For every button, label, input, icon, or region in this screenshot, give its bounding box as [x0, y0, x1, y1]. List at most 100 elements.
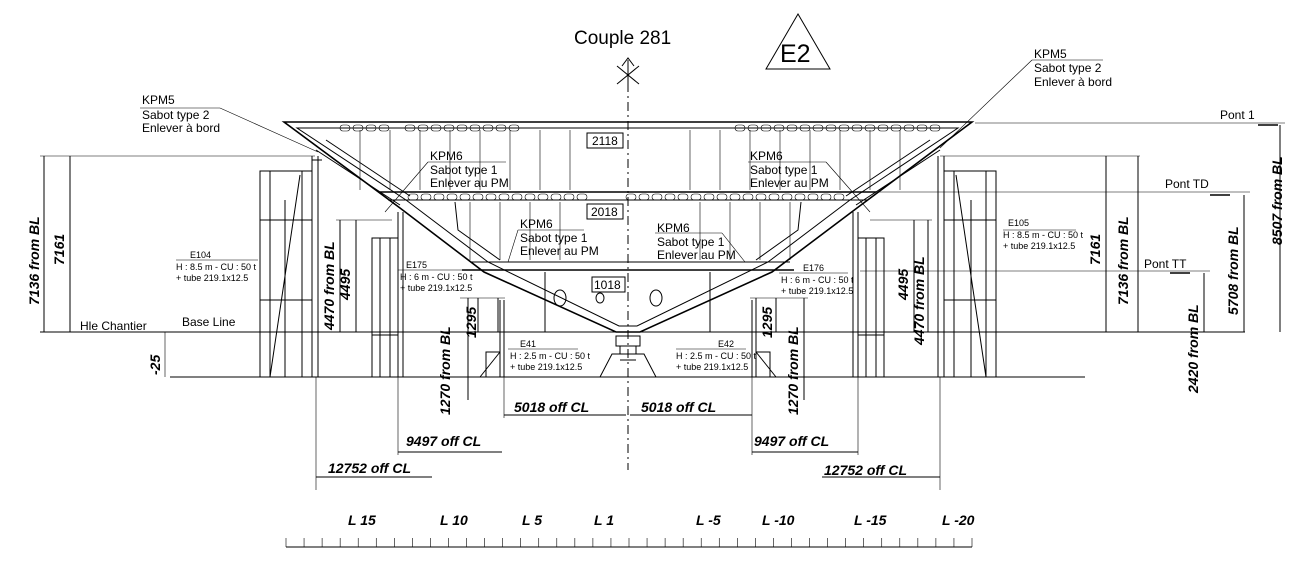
svg-text:+ tube 219.1x12.5: + tube 219.1x12.5	[510, 362, 582, 372]
svg-text:Sabot type 1: Sabot type 1	[750, 163, 818, 177]
deck-hole	[664, 193, 676, 201]
tower-e175	[371, 212, 404, 378]
svg-text:E105: E105	[1008, 218, 1029, 228]
svg-text:Sabot type 2: Sabot type 2	[1034, 61, 1102, 75]
deck-hole	[794, 193, 806, 201]
deck-hole	[742, 193, 754, 201]
deck-hole	[498, 193, 510, 201]
deck-hole	[903, 124, 915, 132]
hull-outline	[281, 121, 975, 333]
svg-text:+ tube 219.1x12.5: + tube 219.1x12.5	[1003, 241, 1075, 251]
dim-left-7161: 7161	[51, 234, 67, 265]
web-frames	[359, 130, 901, 260]
svg-text:H : 6 m - CU : 50 t: H : 6 m - CU : 50 t	[781, 275, 854, 285]
tower-e176	[852, 212, 885, 378]
dim-offset-9497-right: 9497 off CL	[754, 433, 829, 449]
deck-hole	[929, 124, 941, 132]
dim-left-4470: 4470 from BL	[321, 241, 337, 331]
deck-hole	[747, 124, 759, 132]
svg-text:H : 8.5 m - CU : 50 t: H : 8.5 m - CU : 50 t	[176, 262, 257, 272]
dim-offset-5018-left: 5018 off CL	[514, 399, 589, 415]
callout-leaders	[140, 59, 1103, 350]
dim-offset-12752-right: 12752 off CL	[824, 462, 907, 478]
svg-text:KPM5: KPM5	[142, 93, 175, 107]
drawing-title: Couple 281	[574, 28, 671, 49]
svg-text:Enlever au PM: Enlever au PM	[750, 176, 829, 190]
deck-hole	[407, 193, 419, 201]
deck-hole	[511, 193, 523, 201]
deck-hole	[807, 193, 819, 201]
deck-hole	[404, 124, 416, 132]
svg-text:Sabot type 1: Sabot type 1	[520, 231, 588, 245]
deck-hole	[851, 124, 863, 132]
deck-lightening-holes	[339, 124, 941, 201]
callout-e105: E105 H : 8.5 m - CU : 50 t + tube 219.1x…	[1003, 218, 1084, 251]
deck-hole	[482, 124, 494, 132]
deck-hole	[430, 124, 442, 132]
hull-bracing	[315, 139, 941, 332]
deck-hole	[729, 193, 741, 201]
dim-left-7136: 7136 from BL	[26, 216, 42, 305]
svg-text:Enlever à bord: Enlever à bord	[142, 121, 220, 135]
svg-text:E42: E42	[718, 339, 734, 349]
deck-hole	[459, 193, 471, 201]
deck-hole	[773, 124, 785, 132]
deck-hole	[433, 193, 445, 201]
centerline-symbol	[616, 57, 640, 92]
scale-label-lm10: L -10	[762, 512, 795, 528]
scale-label-lm20: L -20	[942, 512, 975, 528]
dim-right-4495: 4495	[895, 269, 911, 301]
deck-hole	[365, 124, 377, 132]
svg-text:H : 6 m - CU : 50 t: H : 6 m - CU : 50 t	[400, 272, 473, 282]
dim-right-2420: 2420 from BL	[1185, 304, 1201, 394]
vertical-dimensions-right	[750, 125, 1281, 400]
deck-hole	[799, 124, 811, 132]
offset-dimension-lines	[315, 377, 941, 490]
svg-text:E41: E41	[520, 339, 536, 349]
svg-text:E175: E175	[406, 260, 427, 270]
deck-hole	[420, 193, 432, 201]
deck-hole	[576, 193, 588, 201]
svg-text:Enlever au PM: Enlever au PM	[520, 244, 599, 258]
svg-text:+ tube 219.1x12.5: + tube 219.1x12.5	[676, 362, 748, 372]
deck-hole	[755, 193, 767, 201]
deck-hole	[786, 124, 798, 132]
label-hle-chantier: Hle Chantier	[80, 319, 147, 333]
deck-hole	[508, 124, 520, 132]
deck-hole	[690, 193, 702, 201]
deck-hole	[768, 193, 780, 201]
deck-hole	[625, 193, 637, 201]
scale-label-l10: L 10	[440, 512, 468, 528]
dim-offset-9497-left: 9497 off CL	[406, 433, 481, 449]
svg-text:H : 2.5 m - CU : 50 t: H : 2.5 m - CU : 50 t	[676, 351, 757, 361]
svg-text:2018: 2018	[591, 205, 618, 219]
deck-hole	[890, 124, 902, 132]
deck-hole	[638, 193, 650, 201]
deck-hole	[456, 124, 468, 132]
deck-hole	[825, 124, 837, 132]
scale-label-lm15: L -15	[854, 512, 887, 528]
label-base-line: Base Line	[182, 315, 236, 329]
frame-box-2118: 2118	[586, 132, 624, 149]
scale-label-l15: L 15	[348, 512, 376, 528]
deck-hole	[339, 124, 351, 132]
dim-left-1270: 1270 from BL	[437, 326, 453, 415]
dim-offset-12752-left: 12752 off CL	[328, 460, 411, 476]
dim-right-5708: 5708 from BL	[1225, 226, 1241, 315]
deck-hole	[812, 124, 824, 132]
svg-text:KPM5: KPM5	[1034, 47, 1067, 61]
svg-text:Enlever au PM: Enlever au PM	[657, 248, 736, 262]
deck-hole	[781, 193, 793, 201]
svg-text:KPM6: KPM6	[657, 221, 690, 235]
stand-e41	[479, 300, 505, 378]
deck-hole	[469, 124, 481, 132]
label-pont-tt: Pont TT	[1144, 257, 1187, 271]
deck-hole	[916, 124, 928, 132]
scale-label-l5: L 5	[522, 512, 542, 528]
tower-e105	[937, 156, 997, 378]
deck-hole	[352, 124, 364, 132]
deck-hole	[833, 193, 845, 201]
deck-hole	[537, 193, 549, 201]
